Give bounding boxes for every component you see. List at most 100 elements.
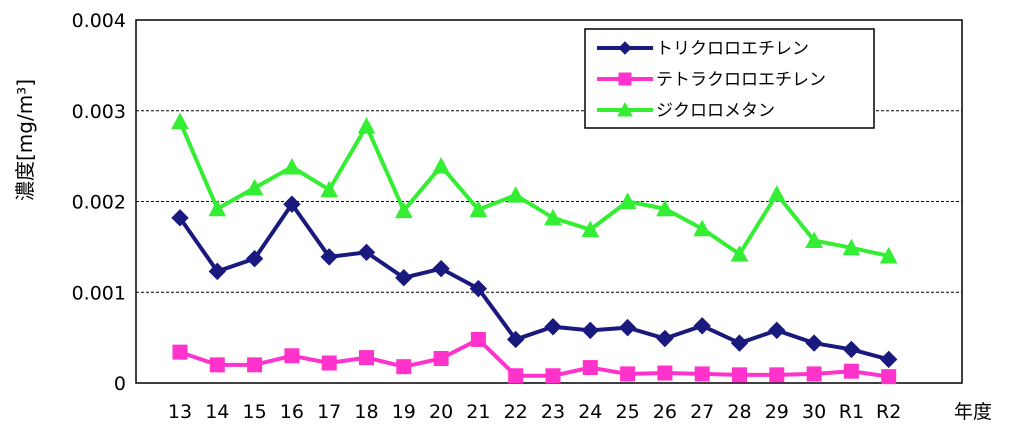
data-point-2-15	[730, 245, 749, 262]
data-point-1-18	[843, 363, 859, 379]
data-point-2-12	[618, 192, 637, 209]
data-point-2-4	[320, 180, 339, 198]
data-point-0-0	[171, 209, 189, 227]
data-point-1-1	[209, 357, 225, 373]
data-point-0-5	[357, 243, 376, 262]
data-point-1-11	[582, 360, 598, 376]
legend-swatch-marker-2	[617, 101, 633, 117]
data-point-1-14	[694, 366, 710, 382]
x-tick-label-8: 21	[466, 401, 490, 423]
data-point-1-6	[396, 359, 412, 375]
data-point-2-9	[506, 186, 525, 203]
data-point-1-16	[769, 367, 785, 383]
x-tick-label-7: 20	[429, 401, 453, 423]
series-0	[171, 195, 898, 369]
y-tick-label-3: 0.003	[72, 101, 126, 123]
data-point-2-13	[656, 199, 674, 217]
x-tick-label-16: 29	[765, 401, 789, 423]
data-point-1-0	[172, 344, 188, 360]
x-tick-label-0: 13	[168, 401, 192, 423]
data-point-2-5	[357, 117, 376, 134]
x-tick-label-12: 25	[616, 401, 640, 423]
data-point-1-3	[284, 348, 300, 364]
y-tick-label-0: 0	[114, 373, 126, 395]
data-point-0-16	[768, 321, 786, 340]
y-tick-label-1: 0.001	[72, 282, 126, 304]
legend-label-0: トリクロロエチレン	[656, 39, 809, 59]
data-point-1-13	[657, 365, 673, 381]
data-point-0-7	[432, 259, 450, 278]
x-tick-label-2: 15	[243, 401, 267, 423]
data-point-0-15	[730, 334, 749, 352]
data-point-2-7	[432, 157, 450, 174]
data-point-2-8	[469, 200, 488, 218]
data-point-1-19	[881, 369, 897, 385]
data-point-2-17	[805, 231, 823, 249]
data-point-0-11	[581, 321, 600, 340]
data-point-2-3	[283, 157, 301, 175]
series-1	[172, 331, 897, 385]
data-point-0-6	[395, 269, 413, 287]
data-point-2-0	[171, 112, 189, 130]
data-point-2-10	[544, 208, 562, 226]
x-tick-label-1: 14	[205, 401, 229, 423]
data-point-2-11	[581, 220, 600, 238]
data-point-0-17	[805, 334, 823, 352]
x-tick-label-18: R1	[839, 401, 864, 423]
x-tick-label-11: 24	[578, 401, 602, 423]
data-point-0-14	[693, 317, 711, 335]
data-point-2-1	[208, 199, 227, 217]
y-tick-label-4: 0.004	[72, 10, 126, 32]
data-point-0-4	[320, 248, 338, 266]
data-point-0-8	[469, 279, 488, 298]
data-point-0-10	[544, 318, 562, 336]
data-point-1-12	[620, 366, 636, 382]
data-point-0-1	[208, 262, 227, 281]
y-axis-ticks: 0 0.001 0.002 0.003 0.004	[72, 10, 126, 395]
data-point-1-8	[470, 331, 486, 347]
data-point-0-3	[283, 195, 301, 213]
grid-lines	[136, 110, 962, 293]
legend-item-0: トリクロロエチレン	[597, 39, 809, 59]
y-tick-label-2: 0.002	[72, 192, 126, 214]
data-point-2-19	[879, 246, 898, 264]
legend-label-2: ジクロロメタン	[656, 101, 775, 121]
x-tick-label-14: 27	[690, 401, 714, 423]
series-line-0	[178, 202, 890, 362]
x-tick-label-15: 28	[727, 401, 751, 423]
x-tick-label-19: R2	[876, 401, 901, 423]
data-point-0-9	[506, 330, 525, 349]
data-point-0-19	[879, 350, 898, 369]
series-lines	[171, 112, 898, 385]
y-axis-label: 濃度[mg/m³]	[13, 79, 37, 201]
data-point-2-6	[394, 201, 413, 219]
data-point-0-18	[842, 340, 861, 359]
legend-item-1: テトラクロロエチレン	[597, 70, 826, 90]
series-line-2	[178, 120, 890, 258]
legend-item-2: ジクロロメタン	[597, 101, 775, 121]
data-point-1-2	[247, 357, 263, 373]
x-axis-ticks: 13 14 15 16 17 18 19 20 21 22 23 24 25 26 27 28 29 30 R1 R2	[168, 401, 901, 423]
data-point-1-4	[321, 355, 337, 371]
data-point-1-15	[732, 367, 747, 383]
legend-swatch-marker-0	[618, 41, 632, 55]
data-point-1-5	[359, 350, 374, 366]
x-tick-label-4: 17	[317, 401, 341, 423]
data-point-1-7	[433, 350, 449, 366]
series-2	[171, 112, 898, 264]
data-point-2-2	[245, 178, 264, 196]
data-point-0-2	[245, 249, 264, 268]
data-point-1-17	[806, 366, 822, 382]
data-point-1-9	[508, 368, 524, 384]
data-point-0-13	[656, 329, 674, 348]
data-point-2-14	[693, 219, 712, 237]
x-tick-label-17: 30	[802, 401, 826, 423]
data-point-0-12	[618, 318, 637, 337]
data-point-2-18	[842, 238, 861, 256]
x-axis-label: 年度	[954, 401, 992, 423]
data-point-1-10	[545, 368, 561, 384]
x-tick-label-13: 26	[653, 401, 677, 423]
x-tick-label-5: 18	[354, 401, 378, 423]
